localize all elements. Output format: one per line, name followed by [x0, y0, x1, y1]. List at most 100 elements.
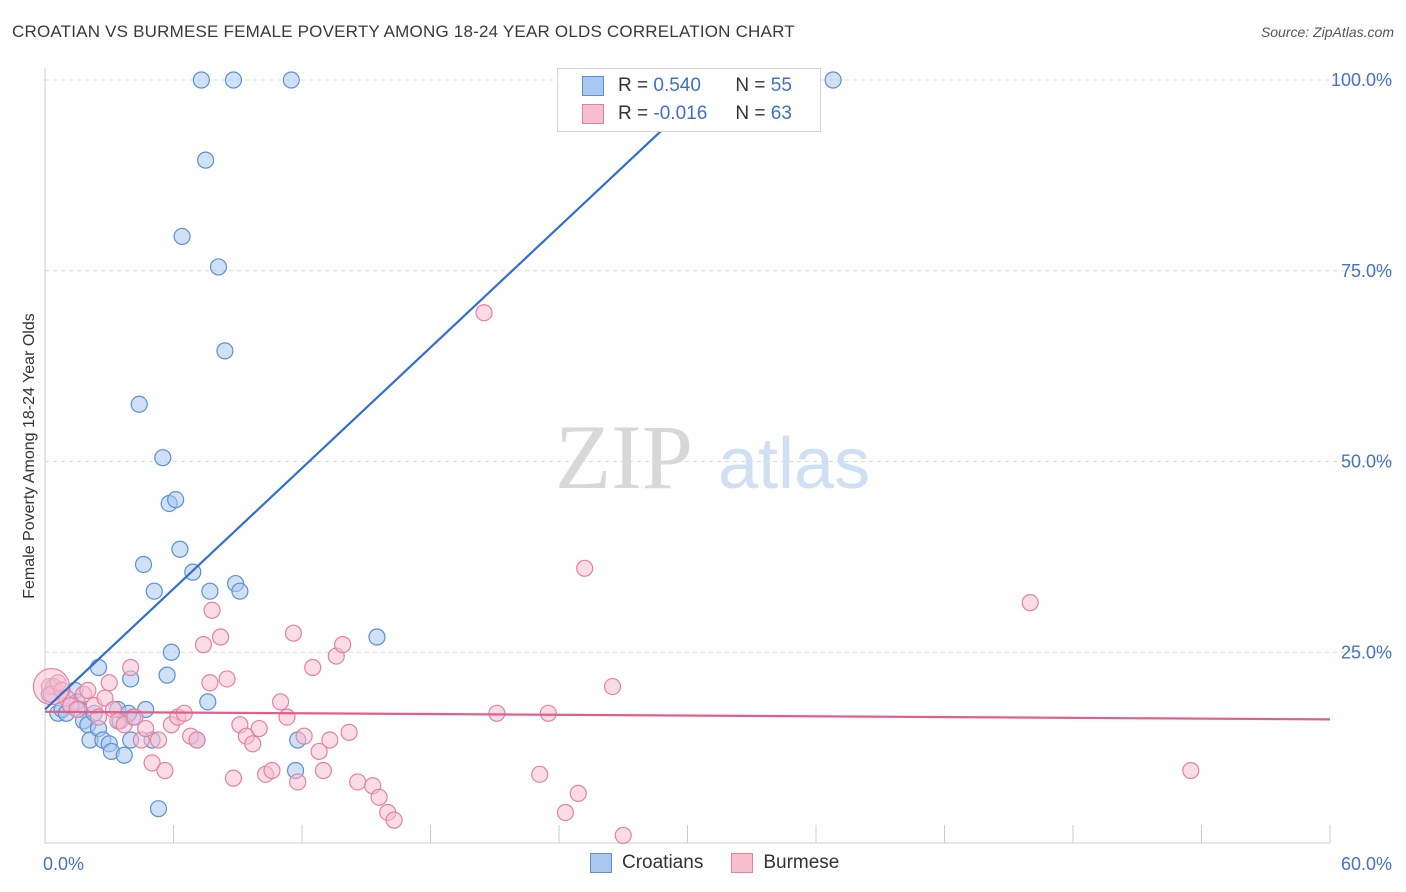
watermark-zip: ZIP — [555, 406, 693, 508]
legend-swatch-burmese — [731, 853, 754, 873]
burmese-point — [203, 601, 221, 619]
burmese-point — [224, 769, 243, 787]
legend-r-label: R = — [618, 103, 649, 124]
burmese-point-cluster — [32, 667, 71, 706]
axis-layer: 25.0% 50.0% 75.0% 100.0% 0.0% 60.0% — [43, 68, 1392, 874]
croatians-trend-line — [44, 79, 717, 711]
grid-layer — [45, 79, 1392, 653]
watermark-atlas: atlas — [718, 424, 870, 504]
burmese-point — [295, 727, 313, 745]
croatians-point — [162, 643, 180, 661]
legend-n-label: N = — [735, 103, 766, 124]
burmese-point — [531, 765, 549, 783]
burmese-point — [321, 731, 339, 749]
legend-row-burmese: R = -0.016 N = 63 — [582, 101, 792, 127]
burmese-point — [1182, 761, 1200, 780]
y-tick-label: 100.0% — [1331, 70, 1392, 90]
croatians-point — [216, 342, 234, 360]
croatians-point — [115, 746, 133, 764]
source-label: Source: ZipAtlas.com — [1260, 24, 1394, 40]
burmese-point — [539, 704, 557, 722]
burmese-point — [1021, 594, 1039, 612]
legend-row-croatians: R = 0.540 N = 55 — [582, 73, 792, 99]
croatians-point — [209, 258, 228, 276]
burmese-point — [289, 773, 307, 791]
burmese-point — [143, 754, 161, 772]
croatians-point — [145, 582, 163, 600]
burmese-point — [244, 735, 262, 753]
legend-swatch-croatians — [590, 853, 612, 873]
burmese-point — [576, 559, 594, 577]
y-axis-label: Female Poverty Among 18-24 Year Olds — [21, 313, 38, 599]
croatians-point — [130, 395, 148, 413]
burmese-point — [603, 677, 622, 696]
correlation-legend: R = 0.540 N = 55 R = -0.016 N = 63 — [557, 68, 821, 132]
croatians-point — [171, 540, 189, 558]
croatians-point — [158, 666, 176, 684]
legend-swatch-croatians — [582, 76, 604, 96]
croatians-point — [173, 227, 191, 246]
burmese-point — [385, 811, 403, 829]
croatians-point — [149, 800, 168, 818]
burmese-point — [340, 723, 358, 741]
croatians-point — [824, 71, 842, 89]
croatians-point — [89, 658, 108, 677]
burmese-point — [278, 708, 296, 726]
burmese-point — [271, 693, 290, 711]
croatians-point — [197, 151, 215, 169]
burmese-point — [137, 719, 155, 738]
burmese-point — [310, 742, 328, 761]
legend-n-value-croatians: 55 — [770, 75, 792, 96]
x-tick-label-min: 0.0% — [43, 854, 84, 874]
croatians-point — [199, 693, 217, 711]
legend-r-label: R = — [618, 75, 649, 96]
croatians-point — [231, 582, 249, 600]
burmese-trend-line — [44, 710, 1331, 721]
burmese-point — [488, 704, 506, 722]
legend-r-value-croatians: 0.540 — [653, 75, 701, 96]
croatians-point — [368, 628, 386, 646]
croatians-point — [192, 71, 210, 89]
series-legend: Croatians Burmese — [590, 852, 867, 874]
series-legend-label: Burmese — [763, 852, 840, 873]
croatians-point — [134, 555, 153, 574]
burmese-point — [334, 636, 352, 654]
burmese-point — [569, 784, 587, 803]
burmese-point — [79, 681, 97, 700]
burmese-point — [314, 761, 333, 780]
burmese-point — [614, 826, 632, 844]
trend-lines-layer — [44, 79, 1331, 721]
croatians-point — [201, 582, 219, 600]
legend-swatch-burmese — [582, 104, 604, 124]
croatians-point — [282, 71, 300, 89]
burmese-point — [201, 674, 219, 692]
burmese-point — [304, 658, 322, 677]
burmese-point — [349, 773, 367, 791]
burmese-point — [218, 670, 236, 688]
points-layer — [32, 71, 1200, 844]
burmese-point — [475, 304, 493, 322]
legend-r-value-burmese: -0.016 — [653, 103, 708, 124]
y-tick-label: 75.0% — [1341, 261, 1392, 281]
burmese-point — [263, 761, 281, 780]
legend-n-label: N = — [735, 75, 766, 96]
burmese-point — [250, 719, 268, 738]
burmese-point — [122, 658, 140, 677]
burmese-point — [149, 731, 168, 749]
y-tick-label: 25.0% — [1341, 642, 1392, 662]
x-tick-label-max: 60.0% — [1341, 854, 1392, 874]
series-legend-burmese[interactable]: Burmese — [731, 852, 839, 874]
series-legend-croatians[interactable]: Croatians — [590, 852, 703, 874]
burmese-point — [194, 636, 213, 654]
croatians-point — [154, 449, 172, 467]
legend-n-value-burmese: 63 — [770, 103, 792, 124]
burmese-point — [370, 788, 388, 806]
chart-title: CROATIAN VS BURMESE FEMALE POVERTY AMONG… — [12, 22, 795, 41]
burmese-point — [212, 628, 230, 646]
y-tick-label: 50.0% — [1341, 452, 1392, 472]
croatians-point — [224, 71, 243, 89]
croatians-point — [167, 491, 185, 509]
burmese-point — [68, 700, 86, 719]
burmese-point — [284, 624, 303, 642]
